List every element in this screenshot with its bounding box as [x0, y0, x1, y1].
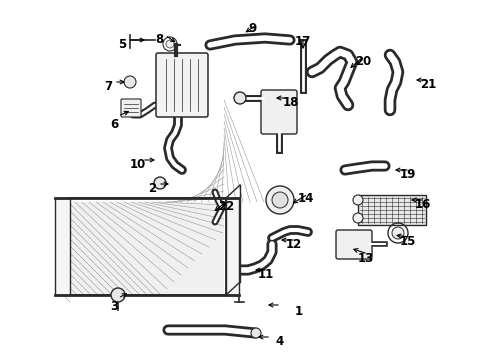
Text: 6: 6: [110, 118, 118, 131]
Text: 5: 5: [118, 38, 126, 51]
Text: 15: 15: [399, 235, 415, 248]
Circle shape: [265, 186, 293, 214]
Text: 4: 4: [274, 335, 283, 348]
Bar: [225, 198, 239, 295]
Text: 12: 12: [285, 238, 302, 251]
Text: 19: 19: [399, 168, 415, 181]
Bar: [70, 202, 224, 294]
Text: 22: 22: [218, 200, 234, 213]
Text: 11: 11: [258, 268, 274, 281]
Bar: [68, 198, 225, 295]
Circle shape: [352, 195, 362, 205]
Circle shape: [165, 40, 174, 48]
Circle shape: [352, 213, 362, 223]
FancyBboxPatch shape: [335, 230, 371, 259]
Circle shape: [124, 76, 136, 88]
Text: 9: 9: [247, 22, 256, 35]
Circle shape: [391, 227, 403, 239]
Text: 1: 1: [294, 305, 303, 318]
Bar: [357, 195, 425, 225]
Text: 17: 17: [294, 35, 311, 48]
Text: 2: 2: [148, 182, 156, 195]
FancyBboxPatch shape: [261, 90, 296, 134]
Bar: [55, 198, 70, 295]
Circle shape: [234, 92, 245, 104]
Text: 13: 13: [357, 252, 373, 265]
Text: 20: 20: [354, 55, 370, 68]
Text: 18: 18: [283, 96, 299, 109]
Text: 16: 16: [414, 198, 430, 211]
FancyBboxPatch shape: [156, 53, 207, 117]
Circle shape: [154, 177, 165, 189]
Text: 14: 14: [297, 192, 314, 205]
FancyBboxPatch shape: [121, 99, 141, 117]
Text: 7: 7: [104, 80, 112, 93]
Circle shape: [271, 192, 287, 208]
Text: 10: 10: [130, 158, 146, 171]
Circle shape: [111, 288, 125, 302]
Text: 3: 3: [110, 300, 118, 313]
Text: 8: 8: [155, 33, 163, 46]
Circle shape: [250, 328, 261, 338]
Text: 21: 21: [419, 78, 435, 91]
